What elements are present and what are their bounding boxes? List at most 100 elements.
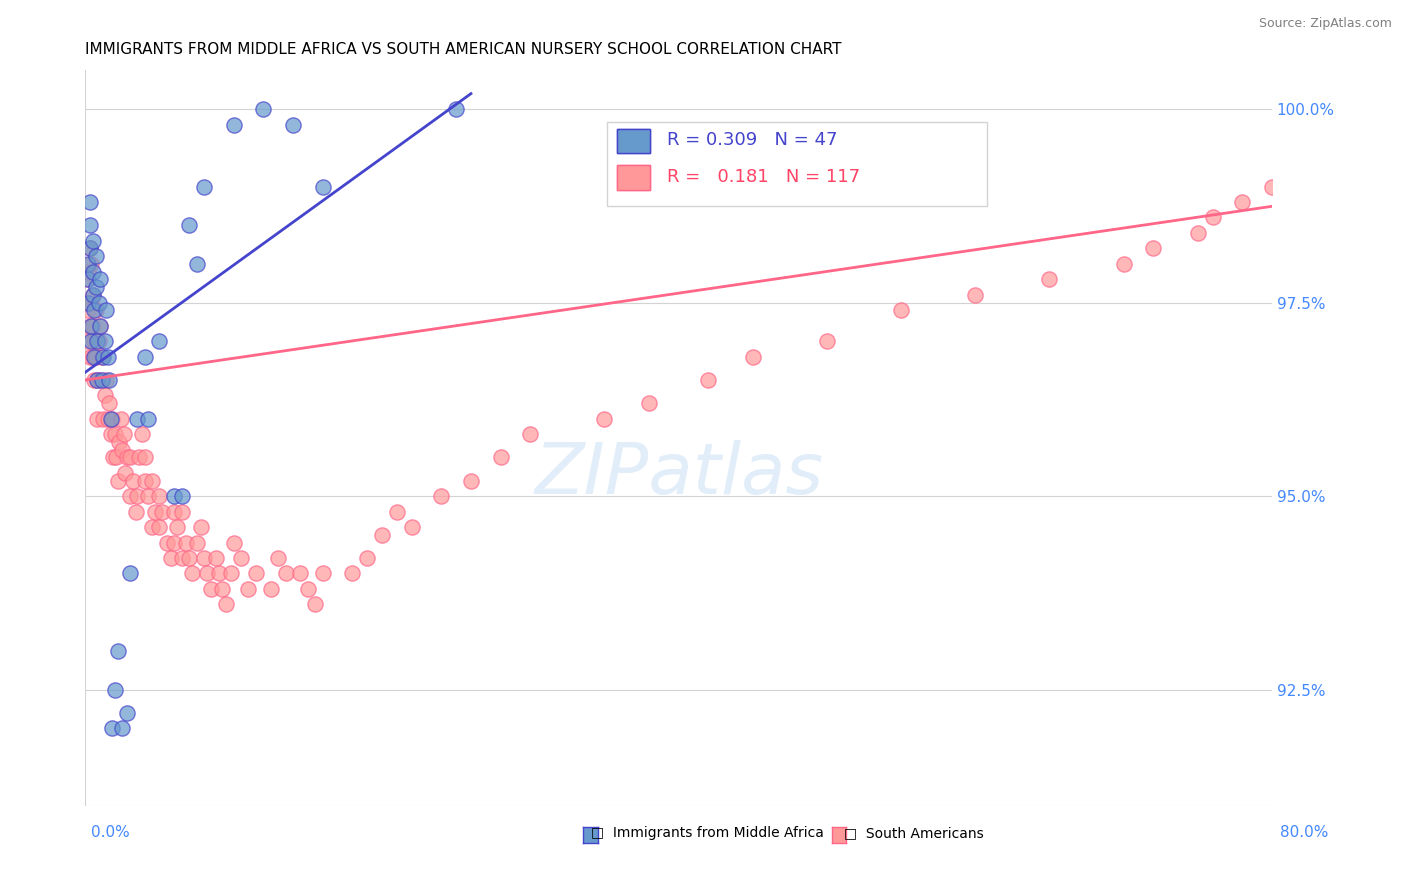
Text: R = 0.309   N = 47: R = 0.309 N = 47 xyxy=(666,131,837,149)
Point xyxy=(93,388,115,402)
Point xyxy=(156,535,179,549)
Point xyxy=(96,350,118,364)
Point xyxy=(104,427,127,442)
Point xyxy=(80,295,103,310)
Point xyxy=(101,411,124,425)
Point xyxy=(181,566,204,581)
Point xyxy=(1232,194,1254,209)
Point xyxy=(82,288,104,302)
Point xyxy=(101,721,124,735)
Point xyxy=(94,373,117,387)
Point xyxy=(519,427,541,442)
Point xyxy=(1201,211,1223,225)
Point xyxy=(430,489,453,503)
Text: □  South Americans: □ South Americans xyxy=(844,826,983,839)
Point xyxy=(77,257,100,271)
Point xyxy=(1305,141,1327,155)
Point xyxy=(91,350,114,364)
Point xyxy=(385,504,408,518)
Point xyxy=(170,489,193,503)
Point xyxy=(342,566,364,581)
Point xyxy=(200,582,222,596)
Point xyxy=(77,334,100,349)
Point xyxy=(593,411,616,425)
Point xyxy=(965,288,987,302)
Point xyxy=(148,520,170,534)
Text: Source: ZipAtlas.com: Source: ZipAtlas.com xyxy=(1258,17,1392,29)
Point xyxy=(82,265,104,279)
Point xyxy=(179,218,201,232)
Point xyxy=(83,303,105,318)
Point xyxy=(87,295,110,310)
Point xyxy=(79,218,101,232)
Point xyxy=(82,350,104,364)
Point xyxy=(1142,242,1164,256)
Point xyxy=(77,303,100,318)
Point xyxy=(148,334,170,349)
Point xyxy=(371,528,394,542)
Point xyxy=(79,194,101,209)
Point xyxy=(311,179,333,194)
Point xyxy=(83,334,105,349)
Point xyxy=(91,411,114,425)
Point xyxy=(98,373,121,387)
Point xyxy=(222,535,245,549)
Text: 0.0%: 0.0% xyxy=(91,825,131,839)
Point xyxy=(89,373,111,387)
Point xyxy=(84,303,107,318)
Point xyxy=(96,411,118,425)
Point xyxy=(86,373,108,387)
Point xyxy=(401,520,423,534)
Text: IMMIGRANTS FROM MIDDLE AFRICA VS SOUTH AMERICAN NURSERY SCHOOL CORRELATION CHART: IMMIGRANTS FROM MIDDLE AFRICA VS SOUTH A… xyxy=(86,42,842,57)
Point xyxy=(356,551,378,566)
Point xyxy=(1187,226,1209,240)
Point xyxy=(114,466,136,480)
Point xyxy=(76,272,98,286)
Point xyxy=(76,295,98,310)
Point xyxy=(143,504,166,518)
Point xyxy=(211,582,233,596)
Point xyxy=(90,350,112,364)
Point xyxy=(79,350,101,364)
Point xyxy=(252,102,274,116)
Point xyxy=(107,474,129,488)
Point xyxy=(460,474,482,488)
Point xyxy=(697,373,720,387)
Point xyxy=(186,535,208,549)
Point xyxy=(193,179,215,194)
Point xyxy=(170,504,193,518)
FancyBboxPatch shape xyxy=(617,128,650,153)
Point xyxy=(82,288,104,302)
Point xyxy=(83,350,105,364)
Point xyxy=(90,373,112,387)
Point xyxy=(141,520,163,534)
Point xyxy=(1038,272,1060,286)
Point xyxy=(1291,148,1313,162)
Point xyxy=(108,434,131,449)
Point xyxy=(163,489,186,503)
Point xyxy=(82,234,104,248)
Point xyxy=(1261,179,1284,194)
Point xyxy=(190,520,212,534)
Point xyxy=(163,535,186,549)
Point xyxy=(100,427,122,442)
Point xyxy=(304,598,326,612)
Point xyxy=(89,318,111,333)
Point xyxy=(115,450,138,465)
Point xyxy=(229,551,252,566)
Point xyxy=(170,551,193,566)
Point xyxy=(219,566,242,581)
Point xyxy=(131,427,153,442)
Point xyxy=(107,644,129,658)
Point xyxy=(98,396,121,410)
Point xyxy=(112,427,135,442)
Point xyxy=(86,373,108,387)
Point xyxy=(128,450,150,465)
Point xyxy=(79,242,101,256)
Point xyxy=(1112,257,1135,271)
Point xyxy=(121,474,143,488)
Point xyxy=(79,318,101,333)
Point xyxy=(281,118,304,132)
Point xyxy=(77,272,100,286)
FancyBboxPatch shape xyxy=(617,165,650,189)
